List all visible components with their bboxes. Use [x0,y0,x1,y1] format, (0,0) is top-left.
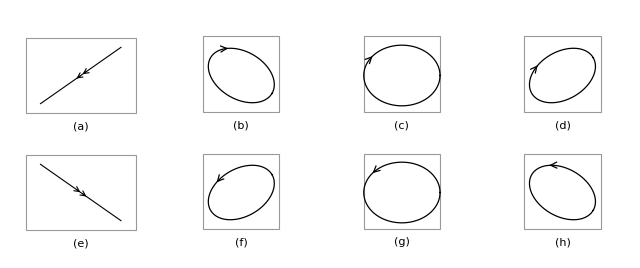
Text: (d): (d) [554,120,570,130]
Text: (b): (b) [234,120,249,130]
Text: (e): (e) [73,239,88,249]
Bar [26,155,136,230]
Bar [203,154,280,229]
Bar [524,154,600,229]
Text: (a): (a) [73,122,88,132]
Text: (c): (c) [394,120,410,130]
Bar [524,36,600,112]
Bar [364,36,440,112]
Bar [26,38,136,113]
Text: (h): (h) [554,237,570,247]
Bar [364,154,440,229]
Text: (g): (g) [394,237,410,247]
Bar [203,36,280,112]
Text: (f): (f) [235,237,248,247]
